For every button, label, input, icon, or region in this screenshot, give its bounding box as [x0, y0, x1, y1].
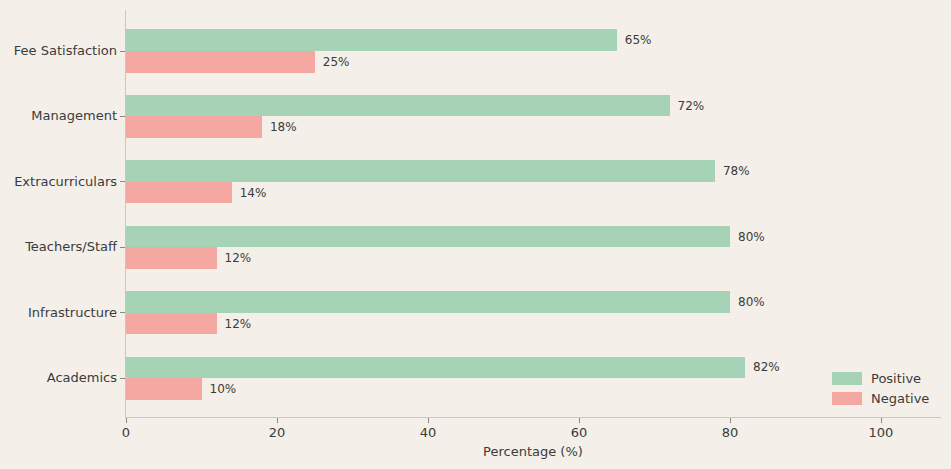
- bar-negative: [126, 313, 217, 335]
- bar-positive: [126, 357, 745, 379]
- bar-positive: [126, 291, 730, 313]
- legend-swatch-negative-icon: [832, 392, 862, 405]
- bar-positive: [126, 29, 617, 51]
- category-label: Infrastructure: [0, 304, 117, 322]
- x-tick-label: 60: [554, 425, 604, 440]
- x-tick-label: 40: [403, 425, 453, 440]
- legend: Positive Negative: [832, 372, 929, 405]
- value-label: 80%: [738, 291, 765, 313]
- y-tick: [120, 247, 125, 248]
- value-label: 14%: [240, 182, 267, 204]
- y-tick: [120, 312, 125, 313]
- x-tick: [126, 418, 127, 423]
- x-tick: [730, 418, 731, 423]
- bar-negative: [126, 182, 232, 204]
- category-label: Academics: [0, 369, 117, 387]
- legend-swatch-positive-icon: [832, 372, 862, 385]
- y-tick: [120, 181, 125, 182]
- y-tick: [120, 51, 125, 52]
- y-tick: [120, 116, 125, 117]
- legend-entry-positive: Positive: [832, 372, 929, 385]
- bar-negative: [126, 378, 202, 400]
- category-label: Fee Satisfaction: [0, 42, 117, 60]
- category-label: Management: [0, 107, 117, 125]
- category-label: Teachers/Staff: [0, 238, 117, 256]
- bar-negative: [126, 51, 315, 73]
- value-label: 82%: [753, 357, 780, 379]
- x-tick: [428, 418, 429, 423]
- bar-positive: [126, 95, 670, 117]
- x-tick: [277, 418, 278, 423]
- bar-chart: Fee Satisfaction 65% 25% Management 72% 18% Ex…: [0, 0, 951, 469]
- legend-label-positive: Positive: [871, 372, 921, 385]
- x-axis-line: [125, 417, 941, 418]
- x-tick-label: 20: [252, 425, 302, 440]
- bar-negative: [126, 247, 217, 269]
- bar-positive: [126, 160, 715, 182]
- value-label: 18%: [270, 116, 297, 138]
- legend-label-negative: Negative: [871, 392, 929, 405]
- x-axis-label: Percentage (%): [433, 444, 633, 459]
- x-tick-label: 0: [101, 425, 151, 440]
- category-label: Extracurriculars: [0, 173, 117, 191]
- x-tick-label: 80: [705, 425, 755, 440]
- value-label: 72%: [678, 95, 705, 117]
- value-label: 12%: [225, 247, 252, 269]
- x-tick: [881, 418, 882, 423]
- value-label: 25%: [323, 51, 350, 73]
- value-label: 80%: [738, 226, 765, 248]
- value-label: 78%: [723, 160, 750, 182]
- value-label: 12%: [225, 313, 252, 335]
- bar-positive: [126, 226, 730, 248]
- value-label: 65%: [625, 29, 652, 51]
- bar-negative: [126, 116, 262, 138]
- x-tick-label: 100: [856, 425, 906, 440]
- y-tick: [120, 378, 125, 379]
- legend-entry-negative: Negative: [832, 392, 929, 405]
- value-label: 10%: [210, 378, 237, 400]
- x-tick: [579, 418, 580, 423]
